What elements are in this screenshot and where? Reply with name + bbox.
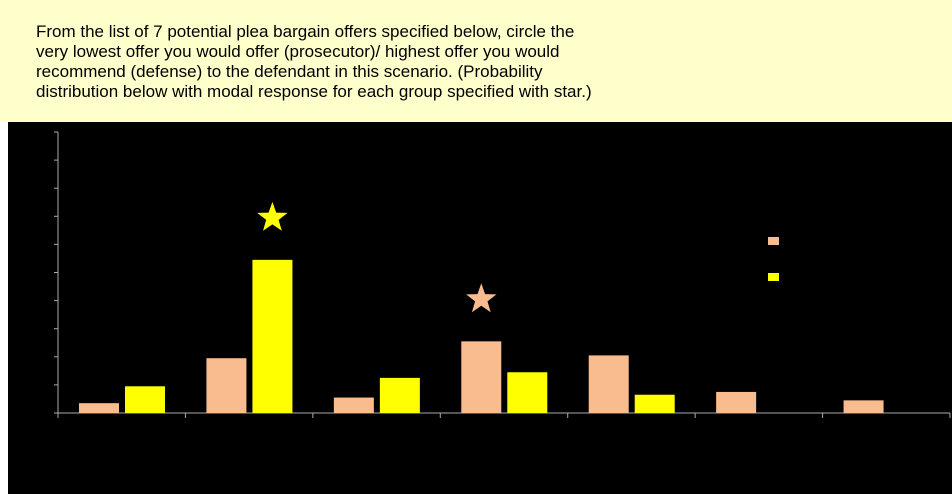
legend-key-series2 (768, 273, 779, 281)
modal-star-1 (257, 201, 288, 231)
chart-panel (8, 122, 952, 494)
bar-series2-cat5 (634, 394, 675, 413)
legend-key-series1 (768, 237, 779, 245)
bar-chart (54, 131, 951, 418)
bar-series2-cat4 (507, 372, 548, 413)
bar-series1-cat4 (461, 341, 502, 413)
bar-series2-cat3 (379, 377, 420, 413)
instruction-text: From the list of 7 potential plea bargai… (0, 0, 952, 122)
bar-series1-cat1 (79, 403, 119, 413)
bar-series1-cat6 (716, 391, 757, 413)
bar-series1-cat5 (588, 355, 629, 413)
bar-series1-cat2 (206, 358, 247, 413)
bar-series1-cat3 (333, 397, 374, 413)
bar-series2-cat2 (252, 259, 293, 413)
bar-series2-cat1 (125, 386, 165, 413)
bar-series1-cat7 (843, 400, 884, 413)
modal-star-2 (466, 283, 497, 313)
